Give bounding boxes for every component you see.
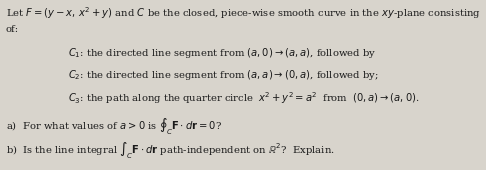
Text: b)  Is the line integral $\int_C \mathbf{F}\cdot d\mathbf{r}$ path-independent o: b) Is the line integral $\int_C \mathbf{… [6,140,335,161]
Text: $C_3$: the path along the quarter circle $\;x^2+y^2=a^2\;$ from $\;(0,a)\to(a,0): $C_3$: the path along the quarter circle… [68,90,420,106]
Text: of:: of: [6,25,19,34]
Text: a)  For what values of $a>0$ is $\oint_C \mathbf{F}\cdot d\mathbf{r}=0$?: a) For what values of $a>0$ is $\oint_C … [6,116,222,137]
Text: $C_1$: the directed line segment from $(a,0)\to(a,a)$, followed by: $C_1$: the directed line segment from $(… [68,46,376,60]
Text: Let $F = (y-x,\, x^2+y)$ and $C$ be the closed, piece-wise smooth curve in the $: Let $F = (y-x,\, x^2+y)$ and $C$ be the … [6,5,481,21]
Text: $C_2$: the directed line segment from $(a,a)\to(0,a)$, followed by;: $C_2$: the directed line segment from $(… [68,68,379,82]
